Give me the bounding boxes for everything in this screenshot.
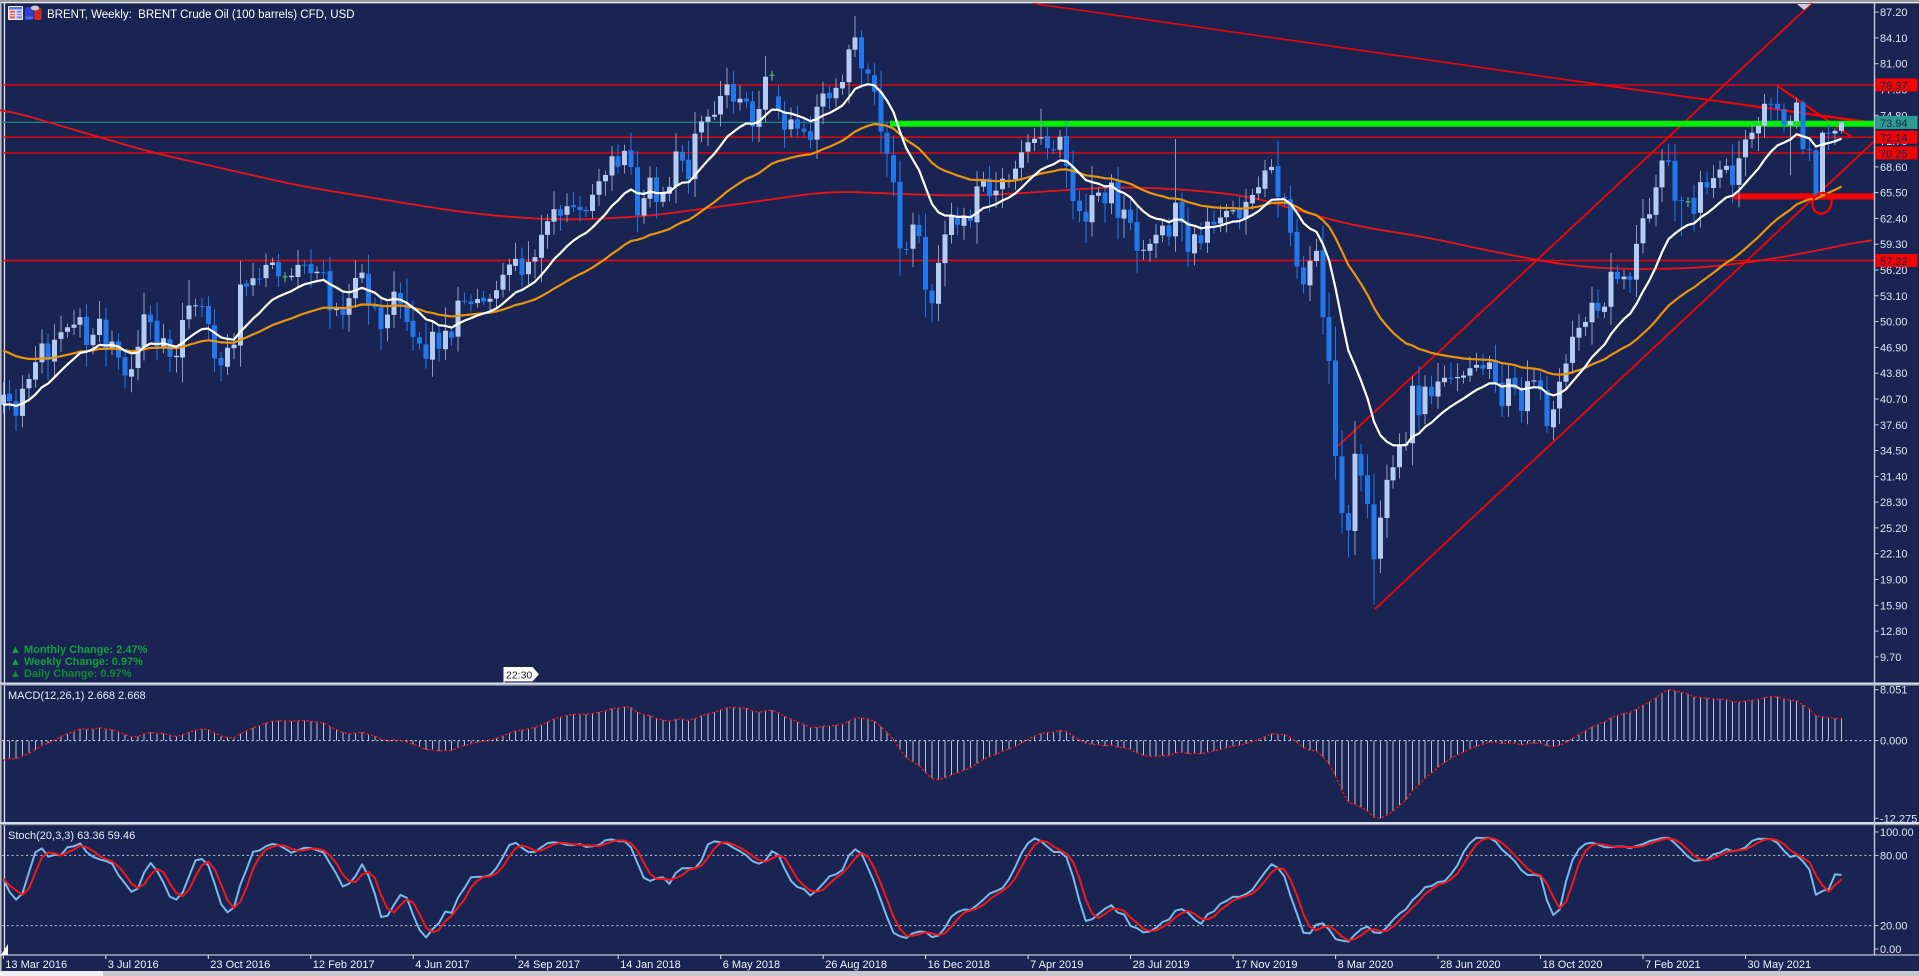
svg-text:24 Sep 2017: 24 Sep 2017 bbox=[518, 959, 580, 971]
svg-text:12 Feb 2017: 12 Feb 2017 bbox=[313, 959, 375, 971]
svg-text:7 Feb 2021: 7 Feb 2021 bbox=[1645, 959, 1701, 971]
svg-text:0.00: 0.00 bbox=[1880, 944, 1901, 956]
svg-text:46.90: 46.90 bbox=[1880, 342, 1908, 354]
svg-text:40.70: 40.70 bbox=[1880, 394, 1908, 406]
svg-text:78.37: 78.37 bbox=[1880, 80, 1908, 92]
svg-text:17 Nov 2019: 17 Nov 2019 bbox=[1235, 959, 1297, 971]
svg-text:81.00: 81.00 bbox=[1880, 59, 1908, 71]
svg-text:34.50: 34.50 bbox=[1880, 446, 1908, 458]
svg-text:19.00: 19.00 bbox=[1880, 575, 1908, 587]
svg-text:3 Jul 2016: 3 Jul 2016 bbox=[108, 959, 159, 971]
svg-text:30 May 2021: 30 May 2021 bbox=[1748, 959, 1812, 971]
svg-text:53.10: 53.10 bbox=[1880, 291, 1908, 303]
svg-text:15.90: 15.90 bbox=[1880, 600, 1908, 612]
svg-text:-12.275: -12.275 bbox=[1880, 813, 1917, 825]
svg-text:8 Mar 2020: 8 Mar 2020 bbox=[1338, 959, 1394, 971]
svg-text:72.14: 72.14 bbox=[1880, 133, 1908, 145]
svg-text:▲ Monthly Change: 2.47%: ▲ Monthly Change: 2.47% bbox=[10, 644, 148, 656]
svg-text:65.50: 65.50 bbox=[1880, 188, 1908, 200]
svg-text:0.000: 0.000 bbox=[1880, 736, 1908, 748]
svg-text:50.00: 50.00 bbox=[1880, 317, 1908, 329]
svg-text:BRENT, Weekly: BRENT Crude Oi: BRENT, Weekly: BRENT Crude Oil (100 barr… bbox=[47, 9, 355, 21]
svg-text:62.40: 62.40 bbox=[1880, 213, 1908, 225]
svg-text:87.20: 87.20 bbox=[1880, 7, 1908, 19]
svg-text:6 May 2018: 6 May 2018 bbox=[723, 959, 780, 971]
svg-text:8.051: 8.051 bbox=[1880, 685, 1908, 697]
svg-text:28 Jun 2020: 28 Jun 2020 bbox=[1440, 959, 1501, 971]
svg-text:20.00: 20.00 bbox=[1880, 921, 1908, 933]
svg-text:7 Apr 2019: 7 Apr 2019 bbox=[1030, 959, 1083, 971]
svg-text:59.30: 59.30 bbox=[1880, 239, 1908, 251]
svg-text:43.80: 43.80 bbox=[1880, 368, 1908, 380]
svg-text:70.25: 70.25 bbox=[1880, 148, 1908, 160]
svg-text:14 Jan 2018: 14 Jan 2018 bbox=[620, 959, 681, 971]
svg-text:22.10: 22.10 bbox=[1880, 549, 1908, 561]
svg-text:Stoch(20,3,3) 63.36 59.46: Stoch(20,3,3) 63.36 59.46 bbox=[8, 830, 135, 842]
svg-text:MACD(12,26,1) 2.668 2.668: MACD(12,26,1) 2.668 2.668 bbox=[8, 690, 146, 702]
svg-text:16 Dec 2018: 16 Dec 2018 bbox=[928, 959, 990, 971]
svg-text:18 Oct 2020: 18 Oct 2020 bbox=[1543, 959, 1603, 971]
svg-text:22:30: 22:30 bbox=[506, 670, 532, 682]
svg-text:4 Jun 2017: 4 Jun 2017 bbox=[415, 959, 469, 971]
svg-text:▲ Weekly Change: 0.97%: ▲ Weekly Change: 0.97% bbox=[10, 656, 143, 668]
svg-text:84.10: 84.10 bbox=[1880, 33, 1908, 45]
svg-text:56.20: 56.20 bbox=[1880, 265, 1908, 277]
svg-text:23 Oct 2016: 23 Oct 2016 bbox=[210, 959, 270, 971]
svg-text:26 Aug 2018: 26 Aug 2018 bbox=[825, 959, 887, 971]
svg-text:28 Jul 2019: 28 Jul 2019 bbox=[1133, 959, 1190, 971]
svg-text:13 Mar 2016: 13 Mar 2016 bbox=[5, 959, 67, 971]
svg-text:25.20: 25.20 bbox=[1880, 523, 1908, 535]
svg-text:80.00: 80.00 bbox=[1880, 850, 1908, 862]
svg-text:31.40: 31.40 bbox=[1880, 471, 1908, 483]
svg-text:57.22: 57.22 bbox=[1880, 256, 1908, 268]
svg-text:100.00: 100.00 bbox=[1880, 827, 1914, 839]
svg-text:▲ Daily Change: 0.97%: ▲ Daily Change: 0.97% bbox=[10, 668, 132, 680]
svg-text:37.60: 37.60 bbox=[1880, 420, 1908, 432]
svg-text:73.94: 73.94 bbox=[1880, 118, 1908, 130]
svg-text:12.80: 12.80 bbox=[1880, 626, 1908, 638]
svg-text:9.70: 9.70 bbox=[1880, 652, 1901, 664]
svg-text:68.60: 68.60 bbox=[1880, 162, 1908, 174]
svg-text:28.30: 28.30 bbox=[1880, 497, 1908, 509]
